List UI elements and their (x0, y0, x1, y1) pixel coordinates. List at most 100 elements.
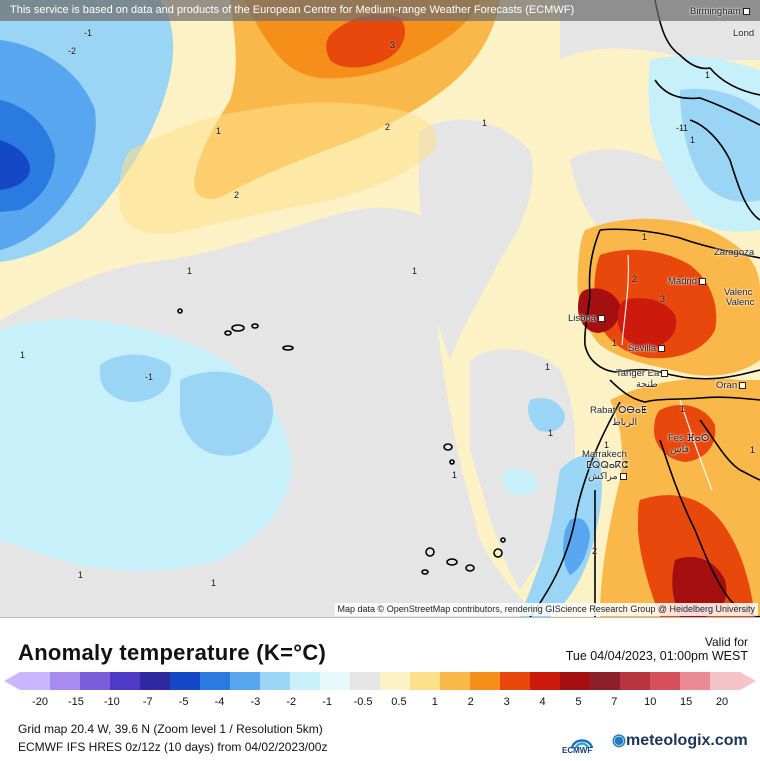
city-marker (658, 344, 665, 352)
city-marker (661, 369, 669, 377)
city-label-tanger-arabic: طنجة (636, 379, 658, 390)
colorbar-tick-label: 3 (503, 696, 510, 708)
city-label-london[interactable]: Lond (733, 28, 754, 39)
colorbar-segment (530, 672, 561, 690)
colorbar-tick-label: 20 (715, 696, 729, 708)
colorbar-segment (440, 672, 471, 690)
contour-label: 1 (604, 440, 610, 450)
contour-label: -1 (145, 372, 154, 382)
city-marker (739, 381, 747, 389)
colorbar-tick-label: 15 (679, 696, 693, 708)
map-attribution[interactable]: Map data © OpenStreetMap contributors, r… (334, 603, 758, 616)
contour-label: 1 (20, 350, 26, 360)
city-name: Marrakech (582, 449, 627, 460)
colorbar-tick-label: -1 (322, 696, 333, 708)
colorbar-tick-label: -0.5 (353, 696, 373, 708)
colorbar-tick-label: -3 (250, 696, 261, 708)
city-name: فاس (670, 444, 690, 455)
ecmwf-logo-icon[interactable] (560, 730, 604, 758)
contour-label: 2 (632, 274, 638, 284)
colorbar-tick-label: -7 (142, 696, 153, 708)
city-label-marrakech-arabic: مراكش (588, 471, 627, 482)
contour-label: -1 (680, 123, 689, 133)
grid-info: Grid map 20.4 W, 39.6 N (Zoom level 1 / … (18, 722, 323, 736)
colorbar-segment (290, 672, 321, 690)
city-label-valencia[interactable]: Valenc (724, 287, 752, 298)
islands (177, 308, 506, 575)
meteologix-logo[interactable]: ◉meteologix.com (612, 730, 748, 750)
city-name: Valenc (724, 287, 753, 298)
city-label-birmingham[interactable]: Birmingham (690, 6, 750, 17)
city-label-madrid[interactable]: Madrid (668, 276, 707, 287)
city-marker (598, 314, 605, 322)
colorbar-segment (170, 672, 201, 690)
colorbar-arrow-high (740, 672, 756, 690)
contour-label: 2 (592, 546, 598, 556)
city-label-lisboa[interactable]: Lisboa (568, 313, 605, 324)
city-label-valencia-2[interactable]: Valenc (726, 297, 754, 308)
city-label-tanger[interactable]: Tanger Ea (616, 368, 669, 379)
contour-label: 1 (412, 266, 418, 276)
colorbar (4, 672, 756, 690)
colorbar-arrow-low (4, 672, 20, 690)
contour-label: 1 (680, 404, 686, 414)
city-label-marrakech[interactable]: Marrakech (582, 449, 627, 460)
borders (621, 254, 713, 491)
model-info: ECMWF IFS HRES 0z/12z (10 days) from 04/… (18, 740, 328, 754)
city-name: Rabat ⵔⴱⴰⵟ (590, 405, 647, 416)
contour-label: -1 (84, 28, 93, 38)
colorbar-segment (320, 672, 351, 690)
contour-label: 1 (545, 362, 551, 372)
city-name: مراكش (588, 471, 618, 482)
valid-date: Tue 04/04/2023, 01:00pm WEST (565, 649, 748, 663)
colorbar-segment (650, 672, 681, 690)
contour-label: 1 (78, 570, 84, 580)
contour-label: 1 (642, 232, 648, 242)
colorbar-segment (140, 672, 171, 690)
ecmwf-notice: This service is based on data and produc… (0, 0, 760, 21)
city-label-rabat[interactable]: Rabat ⵔⴱⴰⵟ (590, 405, 647, 416)
city-label-zaragoza[interactable]: Zaragoza (714, 247, 754, 258)
temperature-anomaly-map[interactable] (0, 0, 760, 617)
city-marker (619, 472, 627, 480)
city-name: Lisboa (568, 313, 596, 324)
contour-label: 3 (390, 40, 396, 50)
contour-label: 1 (187, 266, 193, 276)
colorbar-tick-label: 2 (467, 696, 474, 708)
colorbar-segment (80, 672, 111, 690)
city-label-oran[interactable]: Oran (716, 380, 747, 391)
contour-label: 1 (548, 428, 554, 438)
colorbar-segment (500, 672, 531, 690)
colorbar-segment (350, 672, 381, 690)
colorbar-tick-label: 1 (431, 696, 438, 708)
colorbar-tick-label: -10 (103, 696, 120, 708)
map-panel[interactable]: This service is based on data and produc… (0, 0, 760, 617)
contour-label: 1 (216, 126, 222, 136)
contour-label: -1 (676, 123, 685, 133)
valid-label: Valid for (704, 635, 748, 649)
colorbar-svg (4, 672, 756, 690)
contour-label: 1 (750, 445, 756, 455)
city-label-fes-arabic: فاس (670, 444, 689, 455)
city-name: طنجة (636, 379, 658, 390)
city-marker (699, 277, 707, 285)
ecmwf-logo-text: ECMWF (562, 746, 593, 755)
colorbar-ticks: -20 -15 -10 -7 -5 -4 -3 -2 -1 -0.5 0.5 1 2 3 4 5 7 10 15 20 (0, 696, 760, 710)
contour-label: 1 (482, 118, 488, 128)
contour-label: 1 (690, 135, 696, 145)
city-label-sevilla[interactable]: Sevilla (628, 343, 665, 354)
city-label-marrakech-tifinagh: ⵎⵕⵕⴰⴽⵛ (586, 460, 628, 471)
colorbar-segment (20, 672, 51, 690)
colorbar-segment (470, 672, 501, 690)
city-name: Tanger Ea (616, 368, 660, 379)
city-name: Oran (716, 380, 738, 391)
city-label-fes[interactable]: Fes ⴼⴰⵙ (668, 433, 709, 444)
colorbar-tick-label: -5 (178, 696, 189, 708)
meteologix-icon: ◉ (612, 732, 626, 749)
city-name: Madrid (668, 276, 698, 287)
contour-label: 2 (385, 122, 391, 132)
colorbar-segment (680, 672, 711, 690)
colorbar-segment (50, 672, 81, 690)
city-name: ⵎⵕⵕⴰⴽⵛ (586, 460, 629, 471)
colorbar-segment (710, 672, 741, 690)
